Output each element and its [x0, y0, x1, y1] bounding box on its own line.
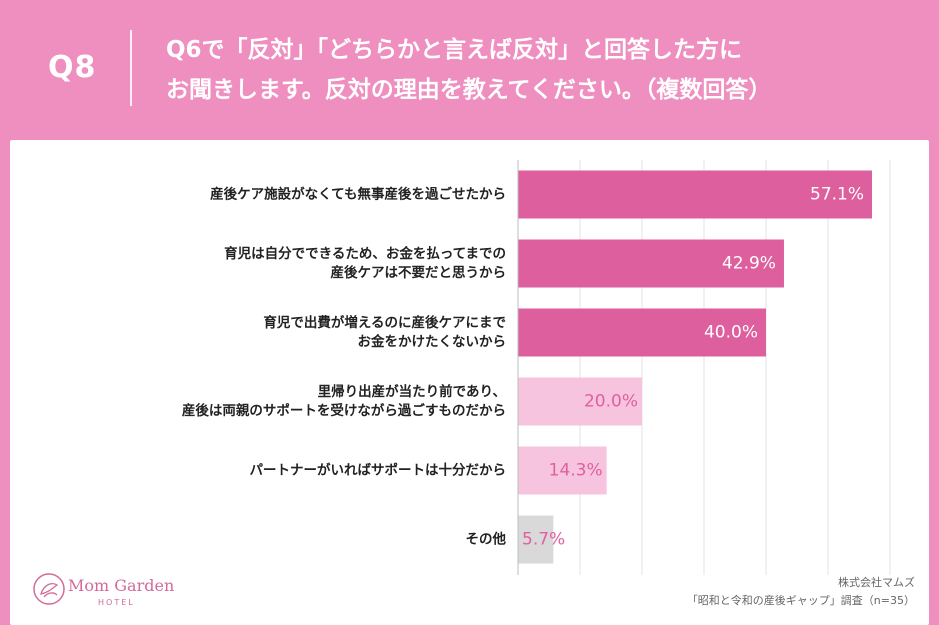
flower-icon: [33, 573, 65, 605]
logo-name: Mom Garden: [68, 576, 175, 595]
question-text: Q6で「反対」「どちらかと言えば反対」と回答した方に お聞きします。反対の理由を…: [166, 30, 906, 110]
bar: [518, 170, 873, 219]
category-label: 育児は自分でできるため、お金を払ってまでの: [224, 245, 506, 262]
question-line-1: Q6で「反対」「どちらかと言えば反対」と回答した方に: [166, 37, 743, 63]
category-label: パートナーがいればサポートは十分だから: [250, 462, 507, 479]
category-label: 産後ケア施設がなくても無事産後を過ごせたから: [210, 186, 506, 203]
bar: [518, 446, 607, 495]
category-label: 産後は両親のサポートを受けながら過ごすものだから: [182, 402, 506, 419]
header-divider: [130, 30, 132, 106]
value-label: 40.0%: [704, 323, 758, 343]
bar-chart: 57.1% 産後ケア施設がなくても無事産後を過ごせたから 42.9% 育児は自分ででき…: [182, 160, 891, 575]
category-label: 里帰り出産が当たり前であり、: [318, 383, 506, 400]
credit: 株式会社マムズ 「昭和と令和の産後ギャップ」調査（n=35）: [687, 574, 915, 610]
category-label: その他: [466, 531, 507, 548]
category-label: 育児で出費が増えるのに産後ケアにまで: [263, 314, 506, 331]
value-label: 5.7%: [522, 530, 565, 550]
header: Q8 Q6で「反対」「どちらかと言えば反対」と回答した方に お聞きします。反対の…: [0, 0, 939, 138]
value-label: 14.3%: [549, 461, 603, 481]
value-label: 42.9%: [722, 254, 776, 274]
bar: [518, 239, 784, 288]
credit-survey: 「昭和と令和の産後ギャップ」調査（n=35）: [686, 594, 915, 607]
bar: [518, 377, 642, 426]
bar: [518, 308, 766, 357]
question-line-2: お聞きします。反対の理由を教えてください。（複数回答）: [166, 77, 772, 103]
logo-sub: HOTEL: [98, 598, 135, 607]
category-label: 産後ケアは不要だと思うから: [331, 264, 507, 281]
chart-panel: 57.1% 産後ケア施設がなくても無事産後を過ごせたから 42.9% 育児は自分ででき…: [10, 140, 929, 625]
bar: [518, 515, 554, 564]
category-label: お金をかけたくないから: [358, 333, 507, 350]
value-label: 20.0%: [584, 392, 638, 412]
credit-company: 株式会社マムズ: [838, 576, 915, 589]
mom-garden-logo: Mom Garden HOTEL: [32, 570, 175, 618]
value-label: 57.1%: [810, 185, 864, 205]
question-number: Q8: [48, 50, 97, 85]
